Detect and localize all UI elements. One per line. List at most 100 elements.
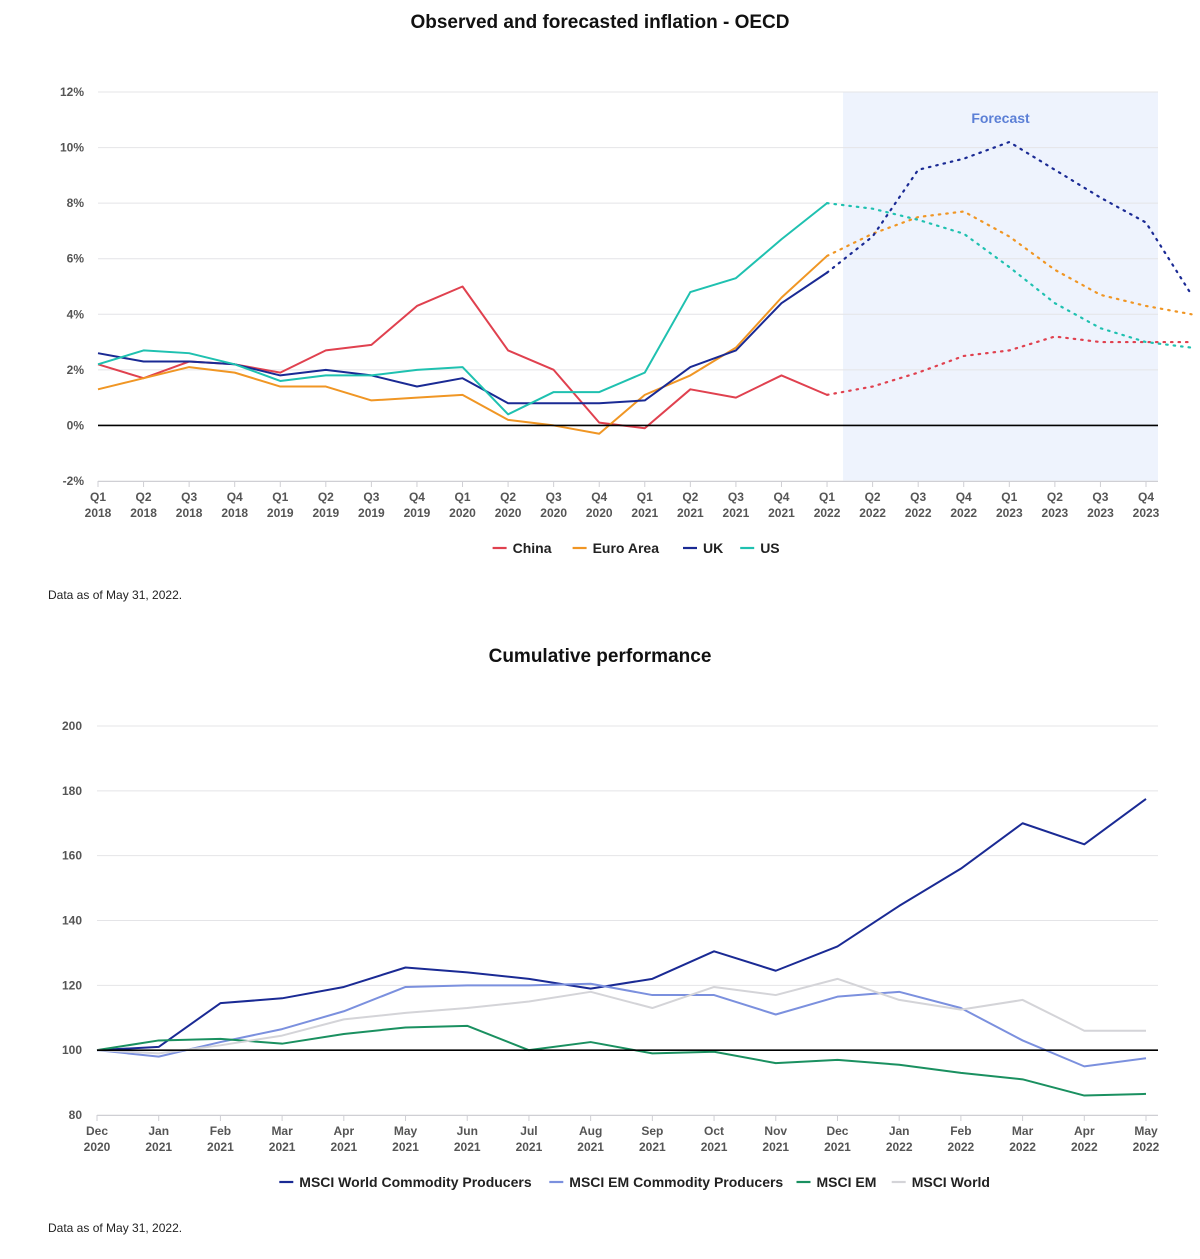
x-tick-year: 2021: [824, 1140, 851, 1154]
x-tick-label: Q4: [773, 490, 789, 504]
y-tick-label: 12%: [60, 85, 84, 99]
y-tick-label: 4%: [67, 307, 85, 321]
x-tick-year: 2021: [768, 506, 795, 520]
x-tick-label: Dec: [826, 1124, 848, 1138]
x-tick-year: 2020: [495, 506, 522, 520]
x-tick-year: 2018: [85, 506, 112, 520]
y-tick-label: 2%: [67, 363, 85, 377]
x-tick-label: Mar: [271, 1124, 293, 1138]
x-tick-year: 2022: [859, 506, 886, 520]
x-tick-label: Q3: [546, 490, 562, 504]
x-tick-year: 2022: [905, 506, 932, 520]
footnote: Data as of May 31, 2022.: [48, 588, 183, 602]
x-tick-year: 2020: [84, 1140, 111, 1154]
footnote: Data as of May 31, 2022.: [48, 1221, 183, 1235]
x-tick-label: Q1: [272, 490, 288, 504]
forecast-region: [843, 92, 1158, 481]
series-line-us: [97, 202, 828, 416]
y-tick-label: 160: [62, 849, 82, 863]
x-tick-year: 2022: [950, 506, 977, 520]
x-tick-label: Feb: [210, 1124, 231, 1138]
x-tick-label: Mar: [1012, 1124, 1034, 1138]
y-tick-label: 200: [62, 719, 82, 733]
x-tick-label: Q3: [910, 490, 926, 504]
x-tick-year: 2021: [631, 506, 658, 520]
chart-title: Observed and forecasted inflation - OECD: [410, 12, 790, 33]
x-tick-label: Oct: [704, 1124, 724, 1138]
forecast-line-euro-area: [825, 210, 1193, 316]
y-tick-label: 100: [62, 1043, 82, 1057]
x-tick-year: 2022: [814, 506, 841, 520]
y-tick-label: 180: [62, 784, 82, 798]
y-tick-label: -2%: [63, 474, 85, 488]
x-tick-label: Q1: [90, 490, 106, 504]
series-line-msci-world-commodity-producers: [96, 798, 1147, 1052]
legend-label-china: China: [513, 540, 552, 556]
performance-chart-block: Cumulative performance 80 100 120 140 160 180…: [0, 634, 1200, 1254]
legend-label-euro-area: Euro Area: [593, 540, 660, 556]
inflation-chart-block: Observed and forecasted inflation - OECD…: [0, 0, 1200, 620]
x-tick-year: 2023: [1087, 506, 1114, 520]
x-tick-label: Q2: [500, 490, 516, 504]
y-tick-label: 120: [62, 978, 82, 992]
x-tick-year: 2021: [701, 1140, 728, 1154]
forecast-line-china: [825, 335, 1193, 396]
x-tick-label: Q4: [409, 490, 425, 504]
x-tick-label: Q4: [591, 490, 607, 504]
x-tick-label: Q2: [136, 490, 152, 504]
x-tick-year: 2021: [723, 506, 750, 520]
x-tick-label: Q3: [363, 490, 379, 504]
x-tick-year: 2019: [404, 506, 431, 520]
x-tick-year: 2022: [1009, 1140, 1036, 1154]
x-tick-label: Q2: [1047, 490, 1063, 504]
series-line-msci-world: [96, 977, 1146, 1055]
y-tick-label: 80: [69, 1108, 83, 1122]
y-tick-label: 6%: [67, 252, 85, 266]
x-tick-label: Jan: [148, 1124, 169, 1138]
x-tick-label: Q4: [227, 490, 243, 504]
legend-label-msci-em: MSCI EM: [817, 1174, 877, 1190]
x-tick-label: Q2: [865, 490, 881, 504]
chart-title: Cumulative performance: [488, 646, 712, 667]
x-tick-label: Dec: [86, 1124, 108, 1138]
x-tick-label: May: [394, 1124, 418, 1138]
forecast-label: Forecast: [971, 110, 1030, 126]
series-line-msci-em: [96, 1024, 1147, 1097]
x-tick-label: Sep: [641, 1124, 663, 1138]
x-tick-year: 2020: [586, 506, 613, 520]
legend-label-uk: UK: [703, 540, 723, 556]
x-tick-year: 2021: [762, 1140, 789, 1154]
x-tick-year: 2019: [358, 506, 385, 520]
x-tick-year: 2019: [312, 506, 339, 520]
x-tick-label: Q3: [181, 490, 197, 504]
x-tick-year: 2021: [207, 1140, 234, 1154]
x-tick-year: 2021: [677, 506, 704, 520]
x-tick-year: 2021: [269, 1140, 296, 1154]
x-tick-year: 2018: [130, 506, 157, 520]
x-tick-label: Jan: [889, 1124, 910, 1138]
x-tick-year: 2023: [1042, 506, 1069, 520]
series-line-msci-em-commodity-producers: [96, 982, 1147, 1068]
x-tick-label: Q3: [1092, 490, 1108, 504]
x-tick-label: Q3: [728, 490, 744, 504]
x-tick-year: 2018: [176, 506, 203, 520]
forecast-line-us: [825, 202, 1193, 349]
x-tick-year: 2020: [449, 506, 476, 520]
x-tick-label: Q2: [318, 490, 334, 504]
x-tick-label: Apr: [1074, 1124, 1095, 1138]
y-tick-label: 140: [62, 914, 82, 928]
x-tick-label: Q1: [1001, 490, 1017, 504]
x-tick-label: May: [1134, 1124, 1158, 1138]
x-tick-label: Q4: [956, 490, 972, 504]
series-line-uk: [97, 271, 828, 405]
x-tick-label: Feb: [950, 1124, 971, 1138]
x-tick-label: Q4: [1138, 490, 1154, 504]
y-tick-label: 8%: [67, 196, 85, 210]
x-tick-year: 2021: [577, 1140, 604, 1154]
x-tick-year: 2022: [948, 1140, 975, 1154]
forecast-line-uk: [825, 140, 1193, 296]
y-tick-label: 0%: [67, 418, 85, 432]
x-tick-year: 2021: [516, 1140, 543, 1154]
x-tick-label: Jul: [520, 1124, 537, 1138]
x-tick-label: Jun: [457, 1124, 478, 1138]
